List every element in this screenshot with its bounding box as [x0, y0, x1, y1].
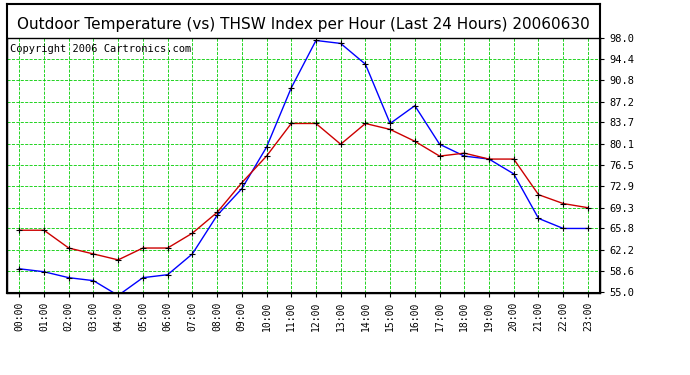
Text: Copyright 2006 Cartronics.com: Copyright 2006 Cartronics.com [10, 44, 191, 54]
Text: Outdoor Temperature (vs) THSW Index per Hour (Last 24 Hours) 20060630: Outdoor Temperature (vs) THSW Index per … [17, 17, 590, 32]
